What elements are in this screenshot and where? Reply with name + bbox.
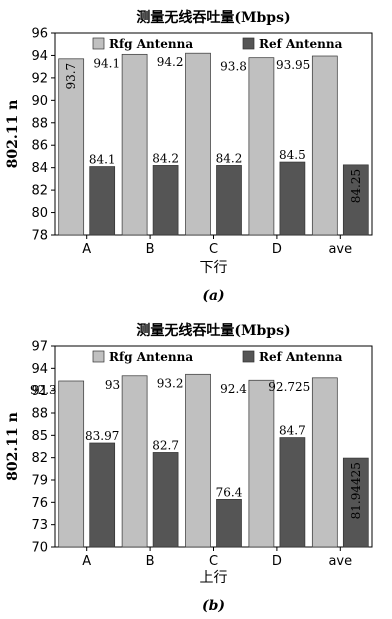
chart-panel-b: 测量无线吞吐量(Mbps) 70 73 76 79 82 85 88 91 94 97 802.11 … <box>0 310 392 619</box>
bar <box>58 380 85 548</box>
y-tick-label: 70 <box>31 541 48 556</box>
chart-a-svg: 测量无线吞吐量(Mbps) 78 80 82 84 86 88 90 92 94 96 802.11 … <box>5 9 373 304</box>
legend-label: Rfg Antenna <box>109 37 193 51</box>
y-tick-label: 94 <box>31 49 48 64</box>
bar <box>152 452 179 548</box>
figure-caption: (b) <box>202 598 225 614</box>
y-tick-label: 73 <box>31 518 48 533</box>
bar <box>121 375 148 548</box>
y-tick-label: 97 <box>31 340 48 355</box>
bar <box>248 379 275 548</box>
x-tick-label: D <box>272 554 282 569</box>
legend-swatch <box>242 37 255 50</box>
legend-swatch <box>92 350 105 363</box>
x-tick-label: C <box>209 242 218 257</box>
bar <box>152 165 179 236</box>
data-label: 84.2 <box>216 151 243 165</box>
bar <box>279 161 306 236</box>
y-tick-label: 84 <box>31 161 48 176</box>
bar <box>89 442 116 548</box>
x-tick-label: ave <box>328 242 352 257</box>
data-label: 83.97 <box>85 429 119 443</box>
y-tick-label: 78 <box>31 229 48 244</box>
data-label: 93.95 <box>276 58 310 72</box>
bar <box>185 373 211 548</box>
bar <box>185 52 211 236</box>
data-label: 76.4 <box>216 485 243 499</box>
bar <box>311 55 338 236</box>
chart-b-svg: 测量无线吞吐量(Mbps) 70 73 76 79 82 85 88 91 94 97 802.11 … <box>5 322 373 614</box>
y-tick-label: 82 <box>31 184 48 199</box>
x-tick-label: D <box>272 242 282 257</box>
legend-label: Ref Antenna <box>259 37 343 51</box>
data-label: 84.5 <box>279 148 306 162</box>
x-tick-label: B <box>146 554 155 569</box>
bar <box>279 437 306 548</box>
chart-title: 测量无线吞吐量(Mbps) <box>136 9 290 26</box>
x-tick-label: A <box>82 554 91 569</box>
figure-caption: (a) <box>202 288 224 304</box>
data-label: 84.1 <box>89 153 116 167</box>
x-axis-label: 下行 <box>200 260 228 276</box>
data-label: 92.4 <box>220 382 247 396</box>
legend-label: Rfg Antenna <box>109 350 193 364</box>
bar <box>216 165 242 236</box>
y-tick-label: 80 <box>31 206 48 221</box>
y-tick-label: 76 <box>31 496 48 511</box>
x-axis-label: 上行 <box>200 570 228 586</box>
y-tick-label: 96 <box>31 27 48 42</box>
y-axis-label: 802.11 n <box>5 412 21 481</box>
data-label: 84.2 <box>152 151 179 165</box>
data-label: 92.725 <box>268 380 310 394</box>
y-tick-label: 90 <box>31 94 48 109</box>
chart-panel-a: 测量无线吞吐量(Mbps) 78 80 82 84 86 88 90 92 94 96 802.11 … <box>5 9 373 304</box>
y-tick-label: 91 <box>31 384 48 399</box>
bar <box>248 57 275 236</box>
bar <box>89 166 116 236</box>
bar <box>58 58 85 236</box>
legend-swatch <box>92 37 105 50</box>
data-label: 94.2 <box>157 55 184 69</box>
data-label: 81.94425 <box>349 462 363 519</box>
y-tick-label: 86 <box>31 139 48 154</box>
data-label: 93.8 <box>220 60 247 74</box>
bar <box>342 164 369 236</box>
y-tick-label: 79 <box>31 474 48 489</box>
data-label: 92.3 <box>30 383 57 397</box>
data-label: 82.7 <box>152 438 179 452</box>
data-label: 93.2 <box>157 376 184 390</box>
y-tick-label: 92 <box>31 71 48 86</box>
data-label: 94.1 <box>93 56 120 70</box>
bar <box>121 53 148 236</box>
x-tick-label: B <box>146 242 155 257</box>
data-label: 84.7 <box>279 424 306 438</box>
x-tick-label: A <box>82 242 91 257</box>
bar <box>342 457 369 548</box>
y-tick-label: 88 <box>31 407 48 422</box>
data-label: 93 <box>105 378 120 392</box>
y-axis-label: 802.11 n <box>5 100 21 169</box>
x-tick-label: C <box>209 554 218 569</box>
y-tick-label: 88 <box>31 116 48 131</box>
y-tick-label: 85 <box>31 429 48 444</box>
data-label: 93.7 <box>64 63 78 90</box>
bar <box>311 377 338 548</box>
legend-label: Ref Antenna <box>259 350 343 364</box>
y-tick-label: 82 <box>31 451 48 466</box>
legend-swatch <box>242 350 255 363</box>
bar <box>216 499 242 548</box>
y-tick-label: 94 <box>31 362 48 377</box>
x-tick-label: ave <box>328 554 352 569</box>
data-label: 84.25 <box>349 169 363 203</box>
chart-title: 测量无线吞吐量(Mbps) <box>136 322 290 339</box>
